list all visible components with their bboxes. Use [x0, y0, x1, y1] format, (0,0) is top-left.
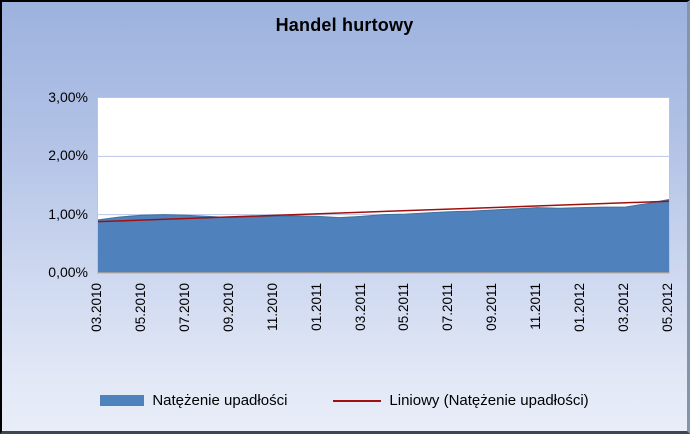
x-axis-label: 05.2011 — [396, 283, 412, 331]
legend-item-area-series: Natężenie upadłości — [100, 392, 287, 409]
legend-item-trendline: Liniowy (Natężenie upadłości) — [333, 392, 589, 409]
y-axis-label: 1,00% — [48, 205, 88, 222]
y-axis-label: 3,00% — [48, 89, 88, 105]
legend-label-area-series: Natężenie upadłości — [152, 392, 288, 409]
chart-title: Handel hurtowy — [275, 15, 414, 35]
x-axis-label: 11.2011 — [528, 283, 544, 330]
plot-area — [97, 97, 670, 274]
legend: Natężenie upadłości Liniowy (Natężenie u… — [2, 392, 687, 409]
y-axis-label: 2,00% — [48, 147, 88, 164]
area-chart-plot — [98, 155, 669, 273]
x-axis-label: 07.2011 — [440, 283, 456, 331]
x-axis: 03.2010 05.2010 07.2010 09.2010 11.2010 01.20… — [89, 281, 675, 373]
x-axis-label: 05.2010 — [132, 283, 148, 332]
x-axis-label: 01.2012 — [572, 283, 588, 332]
x-axis-label: 11.2010 — [264, 283, 280, 331]
x-axis-label: 09.2011 — [484, 283, 500, 331]
x-axis-label: 03.2012 — [616, 283, 632, 332]
x-axis-label: 07.2010 — [176, 283, 192, 332]
x-axis-label: 03.2011 — [352, 283, 368, 331]
y-axis-label: 0,00% — [48, 264, 88, 280]
x-axis-label: 01.2011 — [308, 283, 324, 331]
trendline-swatch-icon — [333, 399, 382, 402]
area-series-swatch-icon — [100, 395, 145, 406]
legend-label-trendline: Liniowy (Natężenie upadłości) — [389, 392, 589, 409]
x-axis-label: 03.2010 — [89, 283, 104, 332]
x-axis-label: 09.2010 — [220, 283, 236, 332]
x-axis-label: 05.2012 — [660, 283, 675, 332]
